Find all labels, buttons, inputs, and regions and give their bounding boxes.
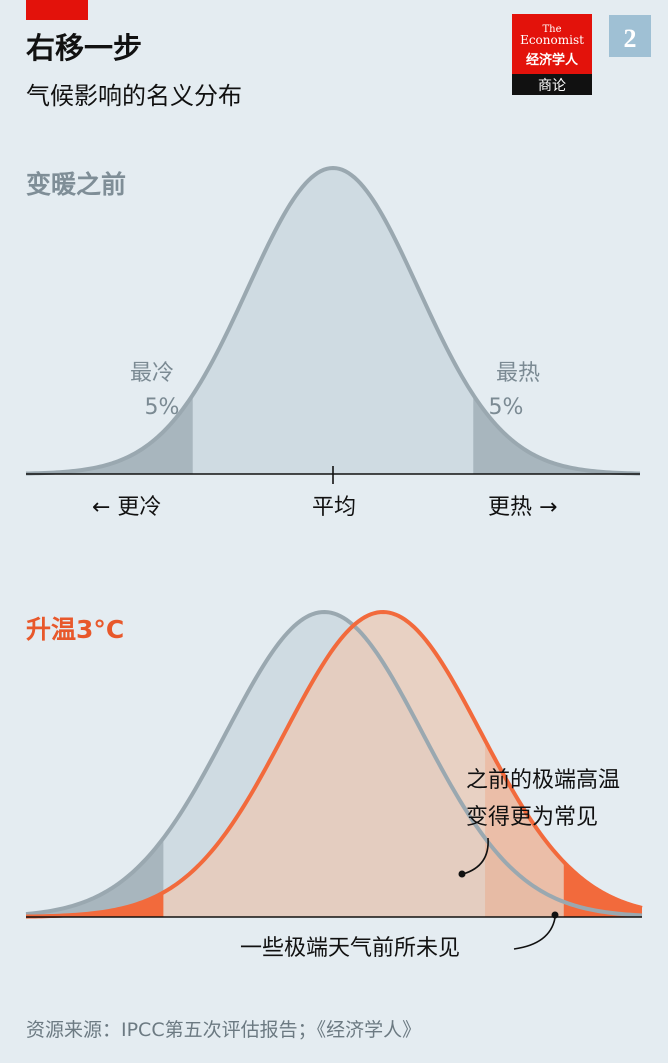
page-number: 2	[624, 24, 637, 53]
hot-tail-area	[473, 394, 640, 474]
panel1-plot	[25, 165, 641, 484]
annotation-hot-line1: 之前的极端高温	[466, 768, 620, 793]
logo-line2: Economist	[520, 33, 584, 47]
annotation-hot-line2: 变得更为常见	[466, 805, 598, 830]
cold-tail-value: 5%	[145, 395, 180, 420]
old-cold-tail	[26, 838, 164, 917]
annotation-hot-dot	[458, 870, 466, 878]
annotation-extreme-dot	[551, 911, 559, 919]
cold-tail-area	[26, 394, 193, 474]
new-extreme-tail	[563, 861, 642, 917]
before-area	[26, 168, 640, 474]
axis-left-label: ← 更冷	[92, 495, 161, 520]
new-hot-region	[485, 740, 642, 917]
source-note: 资源来源：IPCC第五次评估报告；《经济学人》	[26, 1019, 421, 1041]
annotation-extreme: 一些极端天气前所未见	[240, 936, 460, 961]
new-curve	[25, 609, 643, 919]
page-badge	[609, 15, 651, 57]
economist-logo: The Economist 经济学人 商论	[512, 14, 592, 95]
annotation-hot-leader	[462, 837, 489, 875]
hot-tail-value: 5%	[489, 395, 524, 420]
logo-line1: The	[542, 24, 561, 35]
old-curve	[25, 609, 643, 918]
panel1-title: 变暖之前	[26, 170, 126, 199]
hot-tail-label: 最热	[496, 361, 540, 386]
axis-right-label: 更热 →	[488, 495, 557, 520]
chart-subtitle: 气候影响的名义分布	[26, 82, 242, 110]
annotation-extreme-leader	[513, 917, 556, 950]
panel2-title: 升温3°C	[26, 615, 124, 644]
accent-bar	[26, 0, 88, 20]
logo-cn: 经济学人	[526, 52, 579, 68]
new-cold-tail	[26, 892, 164, 917]
cold-tail-label: 最冷	[130, 361, 174, 386]
axis-center-label: 平均	[312, 495, 356, 520]
logo-sub: 商论	[538, 78, 566, 94]
chart-title: 右移一步	[26, 31, 142, 65]
before-curve	[25, 165, 641, 476]
panel2-plot	[25, 609, 643, 919]
